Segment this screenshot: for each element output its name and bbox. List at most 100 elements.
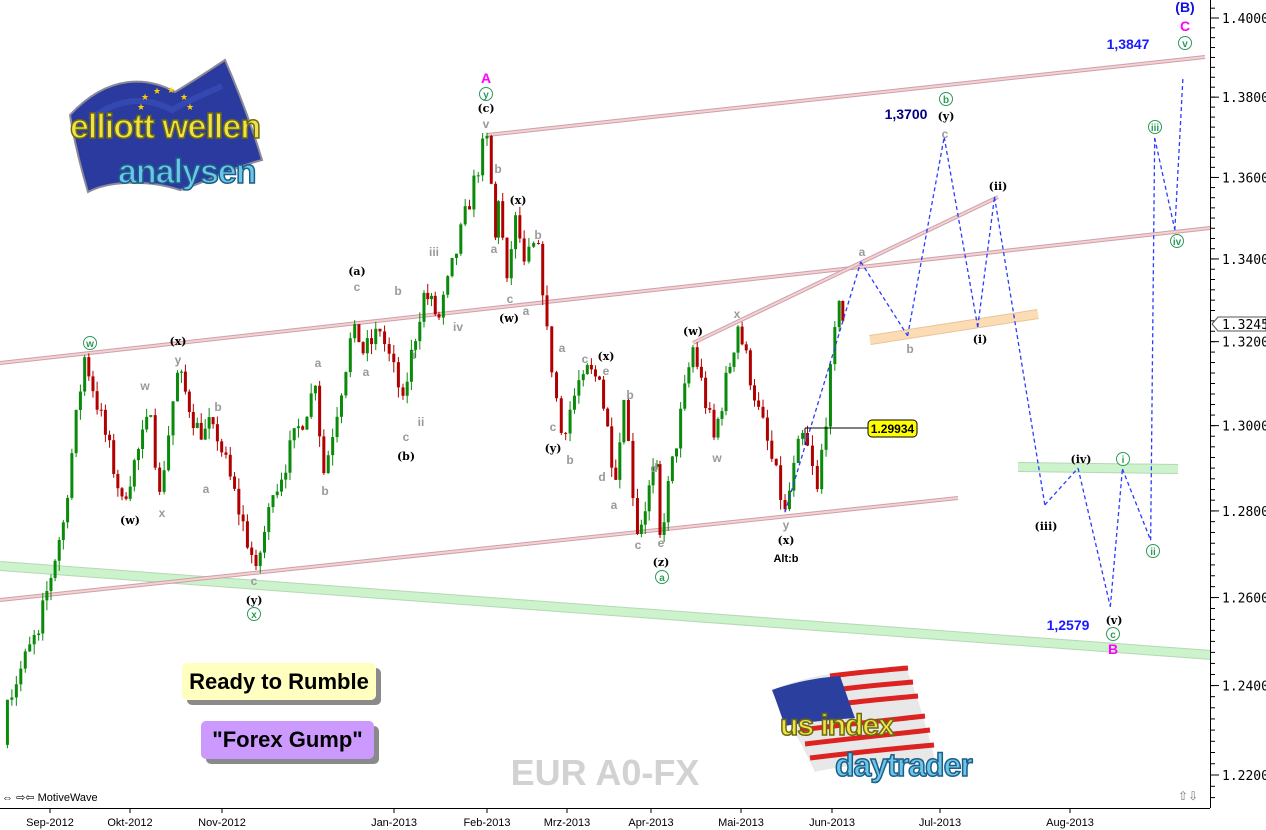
candle — [675, 448, 678, 463]
candle-body — [494, 183, 498, 238]
candle — [28, 636, 32, 652]
candle-body — [23, 651, 27, 669]
price-tick-label: 1.24000 — [1222, 680, 1266, 695]
wave-label: iv — [453, 320, 463, 334]
candle-body — [326, 455, 330, 474]
candle-body — [463, 206, 467, 225]
candle-body — [284, 472, 288, 480]
candle-body — [183, 371, 187, 392]
wave-label: b — [566, 453, 573, 467]
projection-segment — [1077, 467, 1111, 607]
candle — [643, 501, 647, 535]
collapse-arrows-icon[interactable]: ⇨⇦ — [16, 792, 35, 804]
candle — [19, 661, 23, 692]
arrow-up-icon[interactable]: ⇧ — [1178, 789, 1189, 803]
wave-label: iii — [1151, 123, 1160, 134]
wave-label: b — [321, 484, 328, 498]
candle-body — [732, 352, 736, 367]
candle-body — [699, 366, 703, 378]
trend-channels — [0, 55, 1210, 660]
svg-text:★: ★ — [167, 86, 175, 96]
candle-body — [744, 344, 748, 351]
wave-label: iv — [1173, 237, 1182, 248]
candle — [263, 525, 266, 559]
candle — [518, 206, 522, 243]
candle-body — [162, 470, 166, 492]
price-axis[interactable]: 1.40000 1.38000 1.36000 1.34000 1.32000 1.300… — [1210, 0, 1266, 808]
candle — [195, 417, 199, 429]
candle — [108, 430, 112, 448]
candle — [87, 353, 91, 381]
candle-body — [433, 295, 437, 315]
candle — [91, 370, 95, 398]
candle — [353, 320, 357, 343]
candle — [49, 574, 53, 601]
candle — [191, 403, 195, 436]
candle-body — [116, 473, 120, 489]
candle — [757, 392, 761, 411]
wave-label: (ii) — [989, 180, 1008, 193]
candle — [704, 371, 708, 414]
candle — [32, 629, 36, 655]
wave-label: c — [1110, 630, 1116, 641]
candle — [610, 417, 614, 477]
candle — [720, 407, 724, 426]
candle-body — [49, 578, 53, 592]
candle — [606, 407, 610, 427]
wave-label-circle-icon — [1106, 627, 1120, 641]
candle — [496, 200, 500, 244]
candle-body — [618, 442, 622, 480]
candle — [112, 433, 116, 478]
candle-body — [695, 347, 699, 367]
candle — [441, 291, 445, 325]
candle-body — [19, 668, 23, 685]
time-axis[interactable]: Sep-2012 Okt-2012 Nov-2012 Jan-2013 Feb-2013… — [0, 808, 1210, 829]
candle-body — [555, 372, 559, 399]
candle-body — [396, 362, 400, 388]
wave-label: x — [159, 506, 166, 520]
candle-body — [757, 400, 761, 407]
candle — [378, 328, 382, 337]
candle-body — [279, 479, 283, 492]
target-label-1-3847: 1,3847 — [1107, 36, 1150, 52]
candle-body — [564, 432, 568, 434]
candle — [577, 370, 581, 404]
candle-body — [45, 591, 49, 601]
wave-label: b — [214, 400, 221, 414]
wave-label: c — [635, 538, 642, 552]
double-arrow-icon[interactable]: ⇔ — [2, 792, 13, 804]
price-tick-label: 1.34000 — [1222, 253, 1266, 268]
wave-label: e — [658, 536, 665, 550]
wave-label: (i) — [973, 333, 988, 346]
price-tick-label: 1.40000 — [1222, 12, 1266, 27]
wave-label: b — [626, 388, 633, 402]
candle — [820, 443, 824, 494]
wave-label: (y) — [545, 442, 562, 455]
wave-label-circle-icon — [1146, 544, 1160, 558]
candle — [761, 399, 765, 419]
upper-channel-line-inner — [0, 227, 1210, 364]
candle — [211, 417, 215, 429]
candle — [167, 425, 171, 472]
candle-body — [132, 460, 136, 487]
candle — [124, 492, 128, 501]
logo-text-daytrader: daytrader — [835, 747, 972, 783]
candle-body — [496, 201, 500, 238]
price-tick-label: 1.36000 — [1222, 171, 1266, 186]
candle — [679, 402, 683, 458]
candle-body — [5, 699, 9, 745]
candle — [550, 326, 554, 378]
candle — [514, 211, 518, 259]
candle — [572, 388, 576, 414]
time-tick-label: Okt-2012 — [107, 817, 152, 829]
candle-body — [301, 426, 305, 430]
candle — [187, 389, 191, 418]
candle — [241, 505, 245, 532]
arrow-down-icon[interactable]: ⇩ — [1188, 789, 1199, 803]
candle — [585, 363, 589, 375]
candle-body — [585, 364, 589, 375]
candle — [418, 312, 422, 350]
candle-body — [679, 408, 683, 449]
candle-body — [532, 243, 536, 247]
